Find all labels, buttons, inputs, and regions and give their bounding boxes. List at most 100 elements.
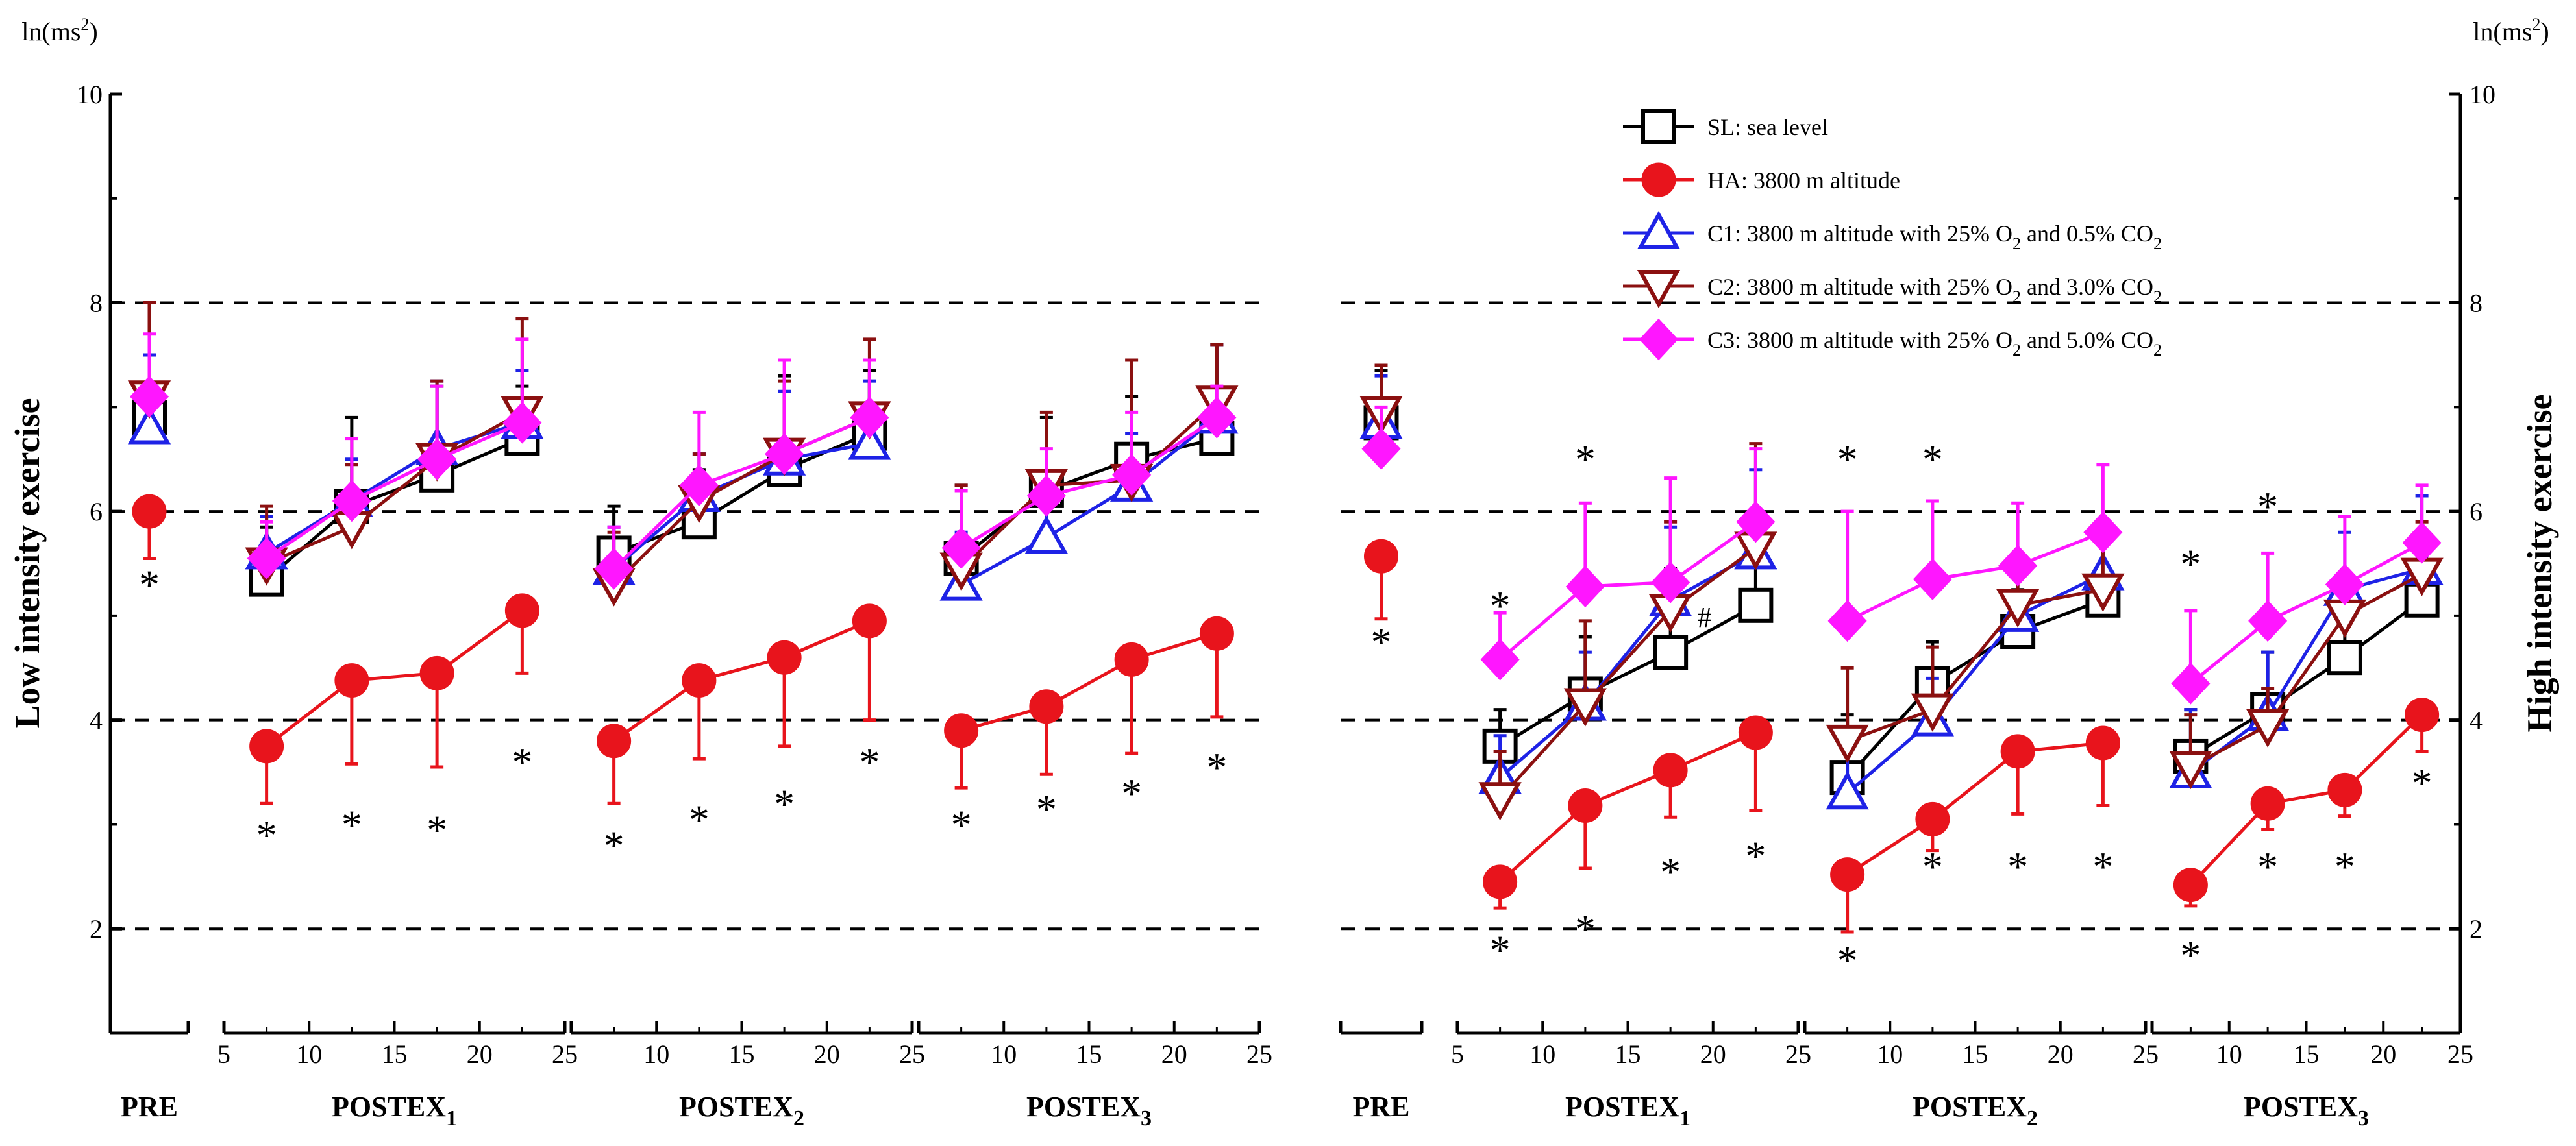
point-c3 <box>2402 522 2442 564</box>
series-line-c2 <box>266 411 523 565</box>
point-c1 <box>848 421 891 460</box>
x-tick-label: 20 <box>814 1040 840 1069</box>
point-c2 <box>2081 573 2125 612</box>
series-line-ha <box>960 631 1218 733</box>
point-ha <box>944 713 979 748</box>
series-line-c3 <box>612 416 871 570</box>
x-tick-label: 10 <box>2216 1040 2242 1069</box>
x-tick-label: 15 <box>1615 1040 1641 1069</box>
pre-point-c3 <box>1361 428 1401 470</box>
point-c2 <box>1996 589 2040 628</box>
significance-star: * <box>1575 437 1596 483</box>
x-tick-label: 5 <box>565 1040 578 1069</box>
point-c3 <box>2083 511 2123 554</box>
point-c3 <box>1197 396 1237 439</box>
significance-star: * <box>256 812 277 859</box>
y-axis-title-left: Low intensity exercise <box>8 398 47 729</box>
x-tick-label: 5 <box>1798 1040 1811 1069</box>
point-c3 <box>1736 500 1776 543</box>
x-tick-label: 20 <box>1161 1040 1187 1069</box>
point-c1 <box>1826 771 1869 810</box>
segment-label: PRE <box>1353 1091 1410 1123</box>
significance-star: * <box>859 739 880 785</box>
y-tick-label-left: 4 <box>90 706 103 735</box>
series-line-c3 <box>2189 541 2423 685</box>
significance-star: * <box>1922 844 1943 890</box>
series-line-ha <box>1846 741 2103 876</box>
point-c3 <box>332 480 371 522</box>
labels: 2 2 4 4 6 6 8 8 10 10 ln(ms2) ln(ms2) Low intensity … <box>8 15 2559 1130</box>
segment-label: POSTEX2 <box>679 1091 804 1130</box>
y-tick-label-right: 2 <box>2470 914 2483 944</box>
significance-star: * <box>774 781 795 827</box>
x-tick-label: 5 <box>2146 1040 2159 1069</box>
significance-star: * <box>1371 619 1392 665</box>
x-tick-label: 20 <box>2048 1040 2074 1069</box>
point-ha <box>1199 616 1234 651</box>
significance-star: * <box>2180 541 2201 587</box>
significance-star: * <box>1837 437 1858 483</box>
significance-star: * <box>2412 760 2433 806</box>
series-line-sl <box>1499 603 1757 748</box>
significance-star: * <box>604 823 625 869</box>
x-tick-label: 15 <box>2294 1040 2320 1069</box>
x-tick-label: 10 <box>296 1040 322 1069</box>
legend-marker-c1 <box>1637 210 1681 249</box>
x-tick-label: 10 <box>991 1040 1017 1069</box>
point-ha <box>1029 689 1064 724</box>
point-c3 <box>679 464 719 507</box>
significance-star: * <box>512 739 532 785</box>
significance-star: * <box>951 801 972 847</box>
y-tick-label-left: 2 <box>90 914 103 944</box>
point-ha <box>597 724 632 759</box>
point-c2 <box>2169 751 2212 790</box>
y-tick-label-left: 10 <box>77 80 103 109</box>
y-tick-label-right: 6 <box>2470 497 2483 526</box>
significance-star: * <box>2092 844 2113 890</box>
point-c3 <box>1913 558 1952 600</box>
x-tick-label: 10 <box>643 1040 669 1069</box>
significance-star: * <box>1490 583 1511 629</box>
y-unit-left: ln(ms2) <box>21 15 97 46</box>
point-ha <box>2173 868 2208 903</box>
x-tick-label: 10 <box>1530 1040 1555 1069</box>
significance-star: * <box>427 807 447 853</box>
segment-label: PRE <box>121 1091 178 1123</box>
point-c2 <box>1911 693 1954 732</box>
y-tick-label-left: 6 <box>90 497 103 526</box>
x-tick-label: 20 <box>2370 1040 2396 1069</box>
significance-star: * <box>1206 744 1227 790</box>
point-ha <box>2085 725 2120 761</box>
point-sl <box>2327 640 2362 676</box>
point-ha <box>419 655 454 690</box>
series-line-c3 <box>1846 530 2104 623</box>
point-c3 <box>1998 544 2038 587</box>
point-ha <box>1114 642 1149 677</box>
significance-star: * <box>2257 844 2278 890</box>
point-ha <box>2000 734 2035 769</box>
significance-star: * <box>1837 937 1858 983</box>
point-ha <box>504 593 539 628</box>
series-line-ha <box>2189 713 2423 886</box>
x-tick-label: 15 <box>382 1040 408 1069</box>
significance-star: * <box>139 562 160 608</box>
series-line-c1 <box>1846 572 2104 795</box>
x-tick-label: 10 <box>1877 1040 1903 1069</box>
legend: SL: sea level HA: 3800 m altitude C1: 3800… <box>1623 109 2162 361</box>
point-ha <box>2405 698 2440 733</box>
x-tick-label: 25 <box>2447 1040 2473 1069</box>
significance-star: * <box>1575 906 1596 952</box>
series-line-c2 <box>2190 572 2423 769</box>
point-c3 <box>2325 563 2364 605</box>
pre-point-c3 <box>129 376 169 418</box>
legend-label-c1: C1: 3800 m altitude with 25% O2 and 0.5%… <box>1707 221 2162 253</box>
series-line-sl <box>2190 598 2423 759</box>
x-tick-label: 15 <box>729 1040 755 1069</box>
y-unit-right: ln(ms2) <box>2473 15 2549 46</box>
series-line-c1 <box>960 416 1218 586</box>
series-line-sl <box>265 437 523 581</box>
significance-star: * <box>1745 833 1766 879</box>
point-ha <box>1738 715 1773 750</box>
point-c3 <box>502 402 542 444</box>
series-layer <box>127 301 2444 934</box>
